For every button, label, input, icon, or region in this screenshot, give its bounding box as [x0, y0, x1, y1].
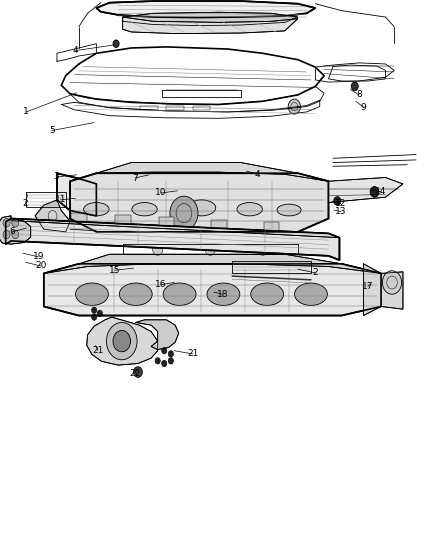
Circle shape: [162, 348, 167, 354]
Circle shape: [334, 197, 341, 205]
Circle shape: [113, 330, 131, 352]
Text: 17: 17: [362, 282, 374, 290]
Circle shape: [258, 243, 268, 255]
Circle shape: [12, 230, 19, 239]
Text: 8: 8: [356, 91, 362, 99]
Bar: [71, 213, 87, 222]
Bar: [193, 106, 210, 110]
Polygon shape: [0, 216, 31, 244]
Bar: [0, 165, 438, 256]
Polygon shape: [70, 173, 328, 232]
Text: 22: 22: [129, 369, 141, 377]
Ellipse shape: [251, 283, 284, 305]
Text: 13: 13: [335, 207, 346, 216]
Ellipse shape: [237, 203, 262, 216]
Text: 14: 14: [375, 188, 387, 196]
Bar: [211, 220, 227, 228]
Circle shape: [97, 310, 102, 317]
Text: 3: 3: [53, 173, 59, 181]
Ellipse shape: [132, 203, 157, 216]
Bar: [115, 215, 131, 224]
Text: 12: 12: [335, 199, 346, 208]
Text: 9: 9: [360, 103, 367, 111]
Circle shape: [170, 196, 198, 230]
Circle shape: [162, 360, 167, 367]
Circle shape: [205, 243, 215, 255]
Text: 15: 15: [109, 266, 120, 274]
Text: 6: 6: [9, 228, 15, 236]
Circle shape: [288, 99, 300, 114]
Text: 1: 1: [23, 108, 29, 116]
Polygon shape: [11, 219, 339, 238]
Circle shape: [155, 358, 160, 364]
Circle shape: [370, 187, 379, 197]
Ellipse shape: [119, 283, 152, 305]
Polygon shape: [44, 254, 381, 273]
Ellipse shape: [207, 283, 240, 305]
Ellipse shape: [75, 283, 108, 305]
Polygon shape: [87, 317, 158, 365]
Polygon shape: [328, 177, 403, 203]
Text: 11: 11: [55, 196, 66, 204]
Polygon shape: [123, 12, 298, 26]
Polygon shape: [96, 163, 328, 181]
Bar: [264, 222, 279, 231]
Circle shape: [168, 358, 173, 364]
Text: 2: 2: [23, 199, 28, 208]
Polygon shape: [44, 264, 381, 316]
Circle shape: [92, 307, 97, 313]
Circle shape: [92, 314, 97, 320]
Text: 4: 4: [73, 46, 78, 55]
Text: 21: 21: [187, 350, 198, 358]
Text: 19: 19: [33, 253, 44, 261]
Polygon shape: [123, 17, 298, 34]
Polygon shape: [364, 264, 403, 316]
Circle shape: [152, 243, 163, 255]
Circle shape: [351, 82, 358, 91]
Text: 20: 20: [35, 262, 46, 270]
Text: 21: 21: [92, 346, 103, 354]
Circle shape: [113, 40, 119, 47]
Ellipse shape: [163, 283, 196, 305]
Bar: [140, 106, 158, 110]
Text: 10: 10: [155, 189, 167, 197]
Polygon shape: [6, 219, 339, 260]
Polygon shape: [136, 320, 179, 350]
Circle shape: [3, 219, 10, 227]
Ellipse shape: [84, 203, 109, 216]
Text: 18: 18: [217, 290, 228, 298]
Circle shape: [168, 351, 173, 357]
Ellipse shape: [187, 200, 216, 216]
Circle shape: [12, 219, 19, 227]
Circle shape: [382, 271, 402, 294]
Text: 16: 16: [155, 280, 167, 289]
Circle shape: [237, 164, 243, 172]
Polygon shape: [35, 200, 70, 232]
Circle shape: [106, 322, 137, 360]
Polygon shape: [96, 1, 315, 18]
Ellipse shape: [294, 283, 327, 305]
Text: 4: 4: [255, 170, 260, 179]
Text: 7: 7: [132, 174, 138, 182]
Polygon shape: [57, 173, 96, 216]
Circle shape: [134, 367, 142, 377]
Circle shape: [3, 230, 10, 239]
Bar: [159, 217, 174, 226]
Bar: [166, 106, 184, 110]
Text: 5: 5: [49, 126, 55, 135]
Text: 2: 2: [313, 269, 318, 277]
Ellipse shape: [277, 204, 301, 216]
